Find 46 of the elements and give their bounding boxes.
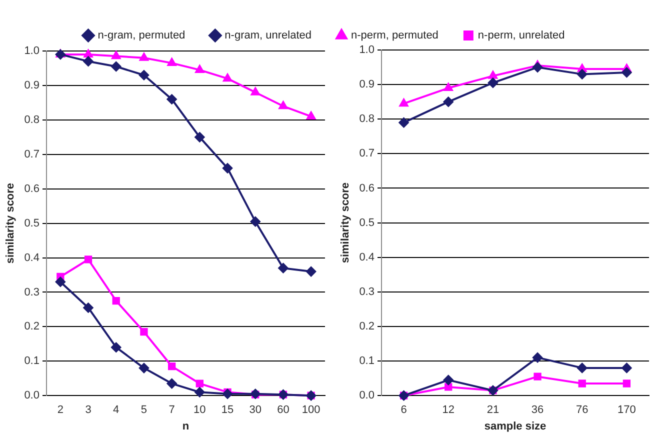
y-tick-label: 0.3 — [359, 286, 374, 298]
y-tick-label: 0.9 — [24, 79, 40, 92]
y-tick-label: 0.4 — [359, 251, 374, 264]
y-tick-label: 0.7 — [359, 148, 374, 160]
y-tick-label: 0.2 — [359, 320, 374, 333]
y-axis-title: similarity score — [340, 182, 352, 264]
y-tick-label: 0.5 — [359, 216, 374, 229]
x-tick-label: 4 — [113, 404, 120, 416]
y-tick-label: 0.6 — [24, 182, 40, 195]
y-tick-label: 0.7 — [24, 148, 40, 160]
x-tick-label: 100 — [302, 404, 320, 416]
x-tick-label: 30 — [249, 404, 262, 416]
legend-label: n-gram, permuted — [98, 30, 186, 42]
x-tick-label: 36 — [531, 404, 544, 416]
y-axis-title: similarity score — [4, 182, 17, 264]
y-tick-label: 0.0 — [24, 390, 40, 402]
y-tick-label: 0.4 — [24, 252, 40, 264]
x-tick-label: 60 — [277, 404, 290, 416]
x-tick-label: 2 — [57, 404, 64, 416]
y-tick-label: 0.0 — [359, 390, 374, 402]
x-tick-label: 10 — [194, 404, 206, 416]
y-tick-label: 1.0 — [359, 44, 374, 56]
y-tick-label: 0.1 — [359, 355, 374, 368]
x-tick-label: 21 — [486, 404, 500, 416]
x-tick-label: 5 — [140, 404, 148, 416]
y-tick-label: 1.0 — [24, 45, 40, 58]
x-tick-label: 170 — [618, 404, 636, 416]
x-tick-label: 6 — [400, 404, 407, 416]
y-tick-label: 0.1 — [24, 355, 40, 368]
legend-label: n-perm, permuted — [351, 30, 438, 42]
x-tick-label: 15 — [221, 404, 234, 416]
y-tick-label: 0.8 — [24, 114, 40, 126]
x-axis-title: n — [182, 420, 190, 432]
x-tick-label: 76 — [576, 404, 588, 416]
legend-label: n-perm, unrelated — [478, 30, 565, 42]
y-tick-label: 0.5 — [24, 217, 40, 230]
x-axis-title: sample size — [484, 420, 546, 432]
x-tick-label: 12 — [442, 404, 454, 416]
y-tick-label: 0.9 — [359, 78, 374, 91]
y-tick-label: 0.3 — [24, 286, 40, 298]
legend-label: n-gram, unrelated — [224, 30, 312, 42]
y-tick-label: 0.2 — [24, 320, 40, 333]
y-tick-label: 0.8 — [359, 113, 374, 126]
x-tick-label: 7 — [168, 404, 175, 416]
y-tick-label: 0.6 — [359, 182, 374, 194]
x-tick-label: 3 — [85, 404, 92, 416]
